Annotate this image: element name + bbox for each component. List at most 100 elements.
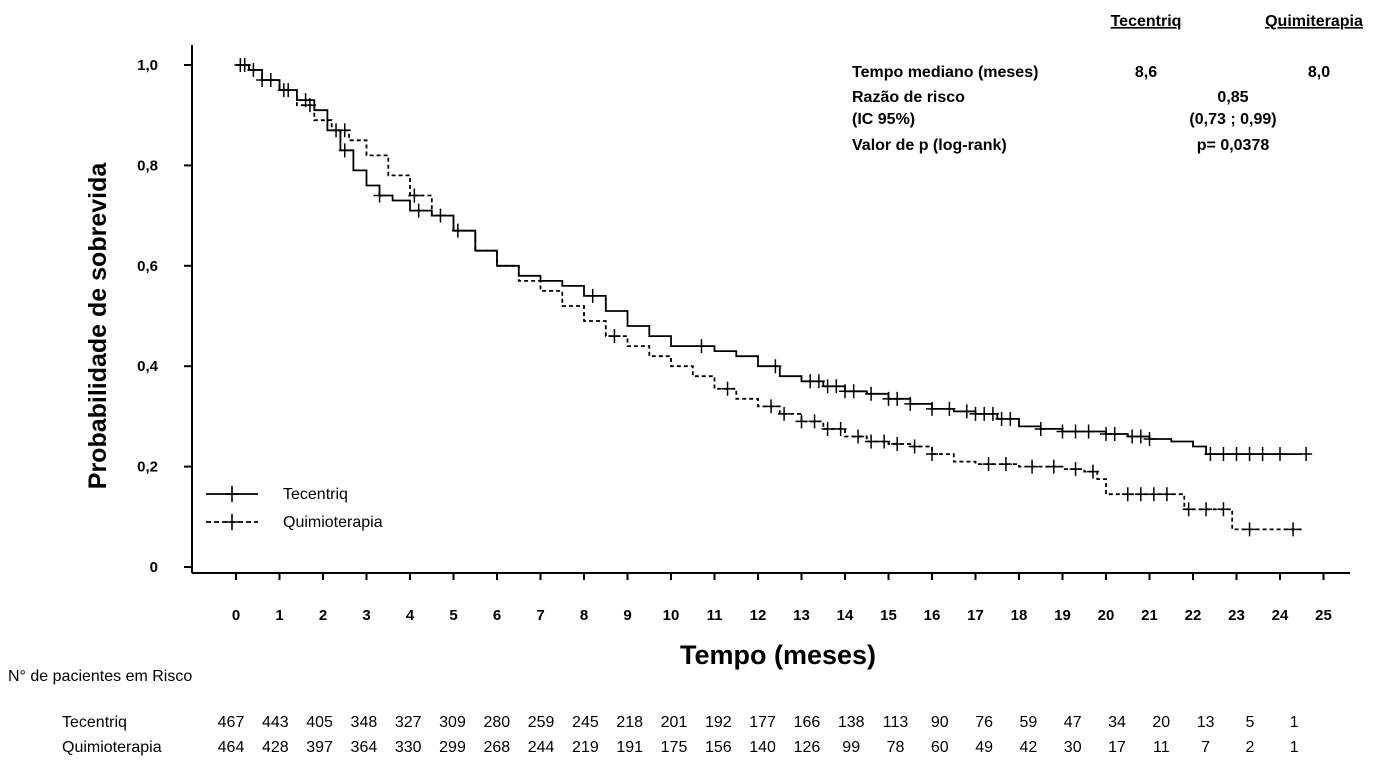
risk-value: 59 bbox=[1020, 714, 1038, 731]
censor-mark-quimioterapia bbox=[891, 437, 904, 452]
censor-mark-quimioterapia bbox=[238, 58, 251, 72]
censor-mark-quimioterapia bbox=[1047, 459, 1060, 474]
risk-value: 201 bbox=[661, 714, 688, 731]
risk-value: 49 bbox=[975, 739, 993, 756]
censor-mark-tecentriq bbox=[373, 188, 386, 203]
censor-mark-tecentriq bbox=[960, 404, 973, 419]
censor-mark-tecentriq bbox=[1300, 447, 1313, 462]
risk-value: 138 bbox=[838, 714, 865, 731]
risk-value: 1 bbox=[1290, 714, 1299, 731]
censor-mark-quimioterapia bbox=[865, 434, 878, 449]
risk-value: 42 bbox=[1020, 739, 1038, 756]
y-tick-label: 0,8 bbox=[137, 157, 158, 174]
chart-axes bbox=[191, 45, 1350, 574]
legend: Tecentriq Quimioterapia bbox=[206, 486, 383, 531]
stats-row-label: Valor de p (log-rank) bbox=[852, 137, 1007, 154]
stats-value-combined: p= 0,0378 bbox=[1197, 137, 1270, 154]
censor-mark-tecentriq bbox=[1230, 447, 1243, 462]
censor-mark-tecentriq bbox=[1069, 424, 1082, 439]
x-tick-label: 1 bbox=[275, 607, 283, 624]
risk-value: 309 bbox=[439, 714, 466, 731]
risk-value: 218 bbox=[616, 714, 643, 731]
censor-mark-quimioterapia bbox=[908, 439, 921, 454]
censor-mark-tecentriq bbox=[904, 396, 917, 411]
x-tick-label: 3 bbox=[362, 607, 370, 624]
risk-value: 219 bbox=[572, 739, 599, 756]
censor-mark-quimioterapia bbox=[1147, 487, 1160, 502]
risk-value: 113 bbox=[883, 714, 909, 731]
x-axis-label: Tempo (meses) bbox=[680, 640, 876, 670]
risk-value: 464 bbox=[218, 739, 245, 756]
stats-header-tecentriq: Tecentriq bbox=[1111, 13, 1182, 30]
censor-mark-quimioterapia bbox=[926, 447, 938, 462]
risk-value: 175 bbox=[661, 739, 688, 756]
curve-tecentriq bbox=[236, 64, 1302, 455]
stats-row-label: Razão de risco bbox=[852, 89, 965, 106]
legend-label-tecentriq: Tecentriq bbox=[283, 486, 348, 503]
x-tick-label: 9 bbox=[623, 607, 631, 624]
stats-box: Tecentriq Quimiterapia Tempo mediano (mese… bbox=[852, 13, 1363, 154]
risk-value: 13 bbox=[1197, 714, 1215, 731]
censor-mark-quimioterapia bbox=[852, 429, 865, 444]
censor-mark-tecentriq bbox=[812, 374, 825, 389]
risk-value: 244 bbox=[528, 739, 555, 756]
legend-mark-tecentriq bbox=[225, 486, 239, 502]
risk-value: 348 bbox=[351, 714, 378, 731]
censor-mark-tecentriq bbox=[943, 401, 956, 416]
censor-mark-tecentriq bbox=[769, 359, 782, 374]
risk-value: 245 bbox=[572, 714, 599, 731]
x-tick-label: 11 bbox=[707, 607, 723, 624]
legend-mark-quimioterapia bbox=[225, 514, 239, 530]
risk-value: 280 bbox=[483, 714, 510, 731]
risk-value: 126 bbox=[794, 739, 821, 756]
x-tick-label: 17 bbox=[967, 607, 984, 624]
x-tick-label: 21 bbox=[1141, 607, 1158, 624]
censor-mark-quimioterapia bbox=[999, 457, 1012, 472]
y-tick-label: 0,4 bbox=[137, 358, 159, 375]
x-tick-label: 0 bbox=[232, 607, 240, 624]
x-tick-label: 16 bbox=[924, 607, 941, 624]
risk-value: 76 bbox=[975, 714, 993, 731]
censor-mark-quimioterapia bbox=[256, 73, 269, 88]
risk-value: 47 bbox=[1064, 714, 1082, 731]
censor-mark-quimioterapia bbox=[1200, 502, 1213, 517]
risk-value: 299 bbox=[439, 739, 466, 756]
risk-value: 428 bbox=[262, 739, 289, 756]
censor-mark-quimioterapia bbox=[982, 457, 995, 472]
risk-value: 7 bbox=[1201, 739, 1210, 756]
censor-mark-tecentriq bbox=[1082, 424, 1095, 439]
risk-table-title: N° de pacientes em Risco bbox=[8, 668, 192, 685]
y-tick-label: 1,0 bbox=[137, 57, 158, 74]
censor-mark-quimioterapia bbox=[721, 381, 734, 396]
x-tick-label: 20 bbox=[1098, 607, 1115, 624]
stats-value-quimio: 8,0 bbox=[1308, 64, 1330, 81]
censor-mark-quimioterapia bbox=[1121, 487, 1134, 502]
x-tick-label: 7 bbox=[536, 607, 544, 624]
stats-value-combined: 0,85 bbox=[1217, 89, 1248, 106]
y-tick-label: 0,2 bbox=[137, 459, 158, 476]
x-tick-label: 10 bbox=[663, 607, 680, 624]
y-tick-label: 0 bbox=[150, 559, 158, 576]
risk-value: 327 bbox=[395, 714, 422, 731]
censor-mark-quimioterapia bbox=[1069, 462, 1082, 477]
risk-value: 192 bbox=[705, 714, 732, 731]
censor-mark-quimioterapia bbox=[765, 399, 778, 414]
risk-value: 259 bbox=[528, 714, 555, 731]
censor-mark-quimioterapia bbox=[808, 414, 821, 429]
censor-mark-tecentriq bbox=[1274, 447, 1286, 462]
x-tick-label: 2 bbox=[319, 607, 327, 624]
x-tick-label: 18 bbox=[1011, 607, 1028, 624]
censor-mark-tecentriq bbox=[1034, 421, 1047, 436]
risk-value: 405 bbox=[306, 714, 333, 731]
censor-mark-quimioterapia bbox=[408, 188, 421, 203]
risk-value: 177 bbox=[749, 714, 776, 731]
risk-value: 2 bbox=[1245, 739, 1254, 756]
censor-mark-quimioterapia bbox=[1287, 522, 1300, 537]
x-tick-label: 22 bbox=[1185, 607, 1202, 624]
censor-mark-tecentriq bbox=[986, 406, 999, 421]
censor-mark-tecentriq bbox=[926, 401, 938, 416]
risk-value: 443 bbox=[262, 714, 289, 731]
censor-mark-quimioterapia bbox=[1086, 464, 1099, 479]
stats-row-label: (IC 95%) bbox=[852, 111, 915, 128]
censor-mark-tecentriq bbox=[847, 384, 860, 399]
